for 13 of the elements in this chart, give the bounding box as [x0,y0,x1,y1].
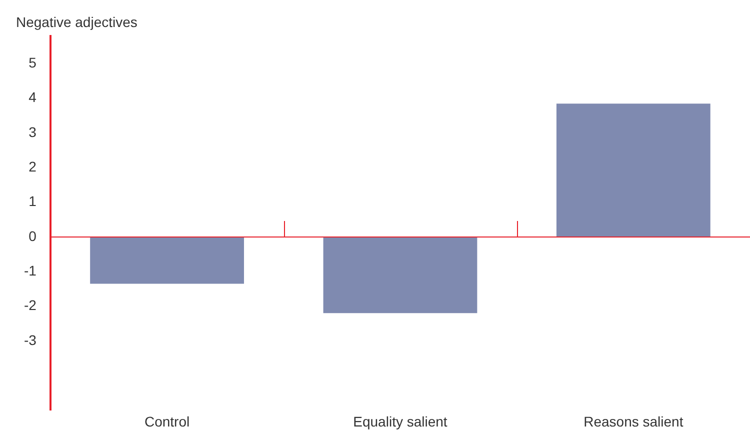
y-tick-label: -3 [24,332,37,348]
y-tick-label: 5 [28,54,37,71]
y-tick-label: 2 [28,158,37,175]
y-axis-title: Negative adjectives [16,14,138,30]
y-tick-label: -2 [24,297,37,314]
x-tick-label: Reasons salient [584,413,684,430]
y-tick-label: 0 [28,228,37,244]
y-tick-label: 4 [28,89,37,106]
y-tick-label: -1 [24,262,37,278]
x-tick-label: Control [144,413,190,430]
y-tick-label: 3 [28,124,37,140]
y-tick-label: 1 [28,193,37,210]
x-tick-label: Equality salient [353,413,448,430]
